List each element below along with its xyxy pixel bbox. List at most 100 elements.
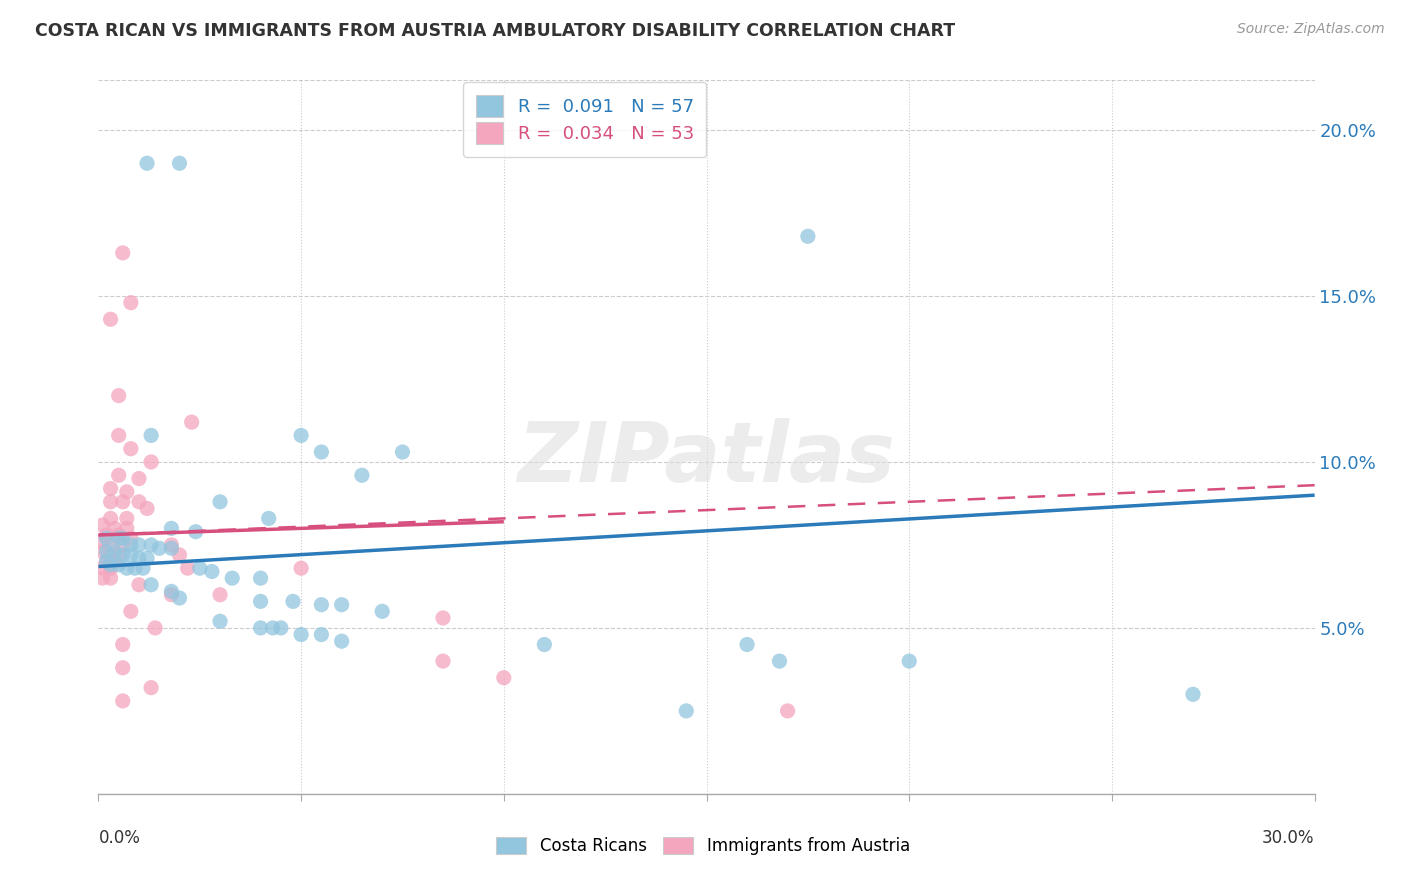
- Point: [270, 621, 292, 635]
- Point: [371, 604, 394, 618]
- Point: [100, 558, 122, 572]
- Point: [100, 538, 122, 552]
- Point: [209, 615, 232, 629]
- Point: [330, 634, 353, 648]
- Point: [533, 638, 555, 652]
- Point: [128, 551, 150, 566]
- Point: [120, 538, 142, 552]
- Point: [111, 245, 134, 260]
- Point: [139, 538, 162, 552]
- Point: [221, 571, 243, 585]
- Point: [107, 468, 129, 483]
- Point: [124, 561, 146, 575]
- Point: [201, 565, 224, 579]
- Point: [96, 555, 118, 569]
- Point: [128, 495, 150, 509]
- Point: [107, 388, 129, 402]
- Point: [160, 588, 183, 602]
- Point: [139, 681, 162, 695]
- Point: [111, 694, 134, 708]
- Text: 30.0%: 30.0%: [1263, 829, 1315, 847]
- Point: [104, 555, 127, 569]
- Point: [107, 528, 129, 542]
- Point: [1182, 687, 1205, 701]
- Point: [350, 468, 373, 483]
- Point: [735, 638, 758, 652]
- Point: [290, 428, 312, 442]
- Point: [91, 544, 114, 558]
- Point: [91, 518, 114, 533]
- Point: [432, 611, 454, 625]
- Point: [115, 521, 138, 535]
- Point: [432, 654, 454, 668]
- Text: Source: ZipAtlas.com: Source: ZipAtlas.com: [1237, 22, 1385, 37]
- Point: [391, 445, 413, 459]
- Point: [492, 671, 515, 685]
- Point: [120, 531, 142, 545]
- Point: [91, 534, 114, 549]
- Point: [188, 561, 211, 575]
- Point: [209, 495, 232, 509]
- Point: [111, 531, 134, 545]
- Legend: Costa Ricans, Immigrants from Austria: Costa Ricans, Immigrants from Austria: [489, 830, 917, 862]
- Point: [128, 472, 150, 486]
- Point: [96, 544, 118, 558]
- Point: [160, 541, 183, 556]
- Point: [311, 445, 333, 459]
- Point: [100, 571, 122, 585]
- Point: [143, 621, 166, 635]
- Point: [91, 571, 114, 585]
- Point: [184, 524, 207, 539]
- Point: [104, 544, 127, 558]
- Point: [115, 561, 138, 575]
- Legend: R =  0.091   N = 57, R =  0.034   N = 53: R = 0.091 N = 57, R = 0.034 N = 53: [464, 82, 706, 157]
- Point: [96, 531, 118, 545]
- Point: [160, 521, 183, 535]
- Point: [257, 511, 280, 525]
- Point: [169, 548, 191, 562]
- Point: [91, 561, 114, 575]
- Text: ZIPatlas: ZIPatlas: [517, 418, 896, 499]
- Point: [290, 627, 312, 641]
- Point: [107, 558, 129, 572]
- Point: [132, 561, 155, 575]
- Point: [160, 538, 183, 552]
- Point: [290, 561, 312, 575]
- Point: [115, 511, 138, 525]
- Point: [120, 442, 142, 456]
- Point: [139, 578, 162, 592]
- Point: [115, 484, 138, 499]
- Point: [311, 627, 333, 641]
- Point: [148, 541, 170, 556]
- Text: COSTA RICAN VS IMMIGRANTS FROM AUSTRIA AMBULATORY DISABILITY CORRELATION CHART: COSTA RICAN VS IMMIGRANTS FROM AUSTRIA A…: [35, 22, 955, 40]
- Point: [160, 584, 183, 599]
- Point: [128, 578, 150, 592]
- Text: 0.0%: 0.0%: [98, 829, 141, 847]
- Point: [111, 495, 134, 509]
- Point: [120, 548, 142, 562]
- Point: [111, 638, 134, 652]
- Point: [111, 661, 134, 675]
- Point: [111, 538, 134, 552]
- Point: [100, 482, 122, 496]
- Point: [100, 548, 122, 562]
- Point: [107, 531, 129, 545]
- Point: [120, 604, 142, 618]
- Point: [96, 528, 118, 542]
- Point: [797, 229, 820, 244]
- Point: [136, 551, 159, 566]
- Point: [898, 654, 921, 668]
- Point: [128, 538, 150, 552]
- Point: [100, 495, 122, 509]
- Point: [100, 561, 122, 575]
- Point: [104, 521, 127, 535]
- Point: [120, 295, 142, 310]
- Point: [107, 548, 129, 562]
- Point: [107, 428, 129, 442]
- Point: [249, 621, 271, 635]
- Point: [169, 591, 191, 605]
- Point: [249, 594, 271, 608]
- Point: [281, 594, 304, 608]
- Point: [139, 428, 162, 442]
- Point: [176, 561, 198, 575]
